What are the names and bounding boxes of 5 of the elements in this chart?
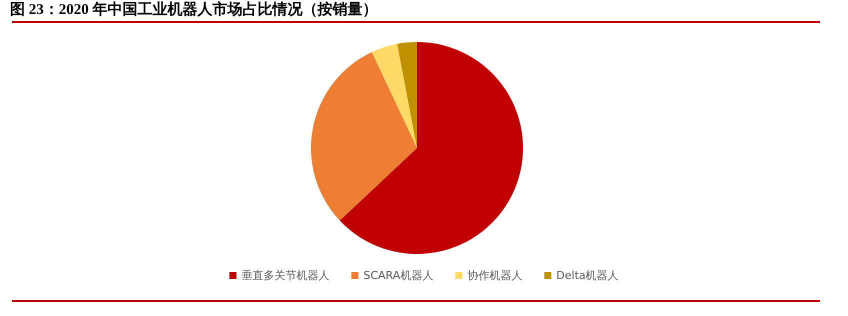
chart-title: 图 23：2020 年中国工业机器人市场占比情况（按销量） <box>10 0 378 19</box>
legend-label: 垂直多关节机器人 <box>241 269 330 282</box>
legend-label: SCARA机器人 <box>363 269 434 282</box>
legend-label: 协作机器人 <box>467 269 522 282</box>
legend-label: Delta机器人 <box>556 269 619 282</box>
